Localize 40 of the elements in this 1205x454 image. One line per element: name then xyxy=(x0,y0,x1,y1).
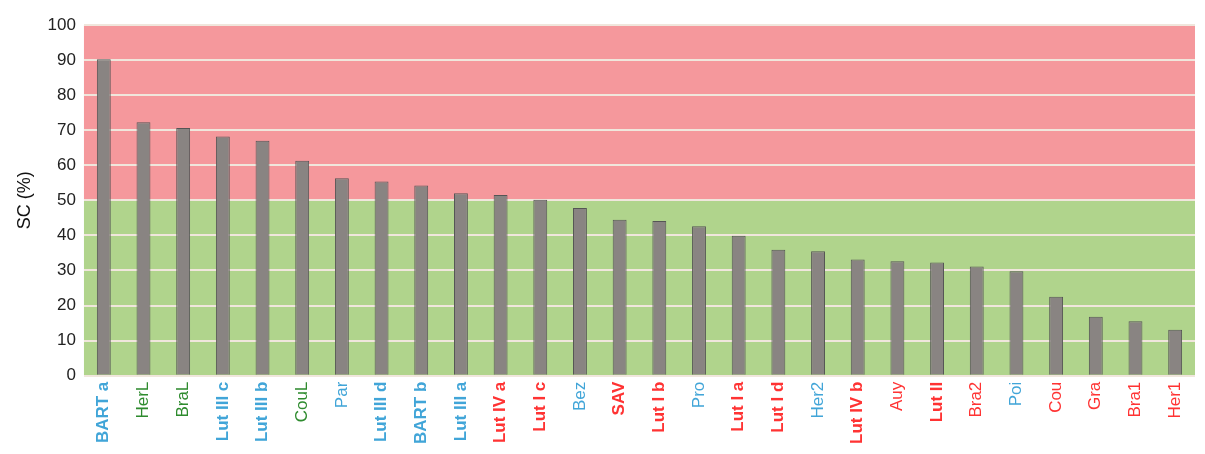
y-tick-label: 100 xyxy=(47,14,76,34)
y-tick-label: 0 xyxy=(66,365,76,385)
x-tick-label: Bez xyxy=(569,381,589,411)
x-tick-label: Lut I a xyxy=(728,381,748,432)
x-tick-label: Pro xyxy=(688,381,708,409)
y-tick-label: 60 xyxy=(57,154,76,174)
x-tick-label: Auy xyxy=(887,381,907,411)
x-tick-label: BART b xyxy=(410,381,430,445)
x-tick-label: Gra xyxy=(1085,381,1105,411)
x-tick-label: Lut I c xyxy=(529,381,549,432)
y-tick-label: 20 xyxy=(57,295,76,315)
y-tick-label: 40 xyxy=(57,225,76,245)
x-tick-label: Lut IV a xyxy=(490,381,510,444)
x-tick-label: Lut I d xyxy=(768,381,788,433)
x-tick-label: Par xyxy=(331,381,351,409)
x-tick-label: BART a xyxy=(93,381,113,444)
x-tick-label: Bra2 xyxy=(966,381,986,418)
x-tick-label: CouL xyxy=(291,381,311,423)
x-tick-label: Lut I b xyxy=(649,381,669,433)
x-tick-label: HerL xyxy=(133,381,153,419)
x-tick-label: SAV xyxy=(609,381,629,416)
y-axis-title: SC (%) xyxy=(13,171,34,230)
x-tick-label: Her2 xyxy=(807,381,827,419)
y-tick-label: 50 xyxy=(57,190,76,210)
x-tick-label: Lut II xyxy=(926,381,946,423)
x-tick-label: Cou xyxy=(1045,381,1065,413)
x-tick-label: BraL xyxy=(172,381,192,418)
x-tick-label: Bra1 xyxy=(1125,381,1145,418)
y-tick-label: 80 xyxy=(57,84,76,104)
x-tick-label: Lut IV b xyxy=(847,381,867,445)
y-tick-label: 70 xyxy=(57,119,76,139)
y-tick-label: 90 xyxy=(57,49,76,69)
x-tick-label: Her1 xyxy=(1164,381,1184,419)
x-tick-label: Lut III c xyxy=(212,381,232,442)
x-tick-label: Lut III a xyxy=(450,381,470,442)
y-tick-label: 10 xyxy=(57,330,76,350)
x-tick-label: Lut III d xyxy=(371,381,391,443)
x-tick-label: Lut III b xyxy=(252,381,272,443)
y-tick-label: 30 xyxy=(57,260,76,280)
x-tick-label: Poi xyxy=(1006,381,1026,407)
